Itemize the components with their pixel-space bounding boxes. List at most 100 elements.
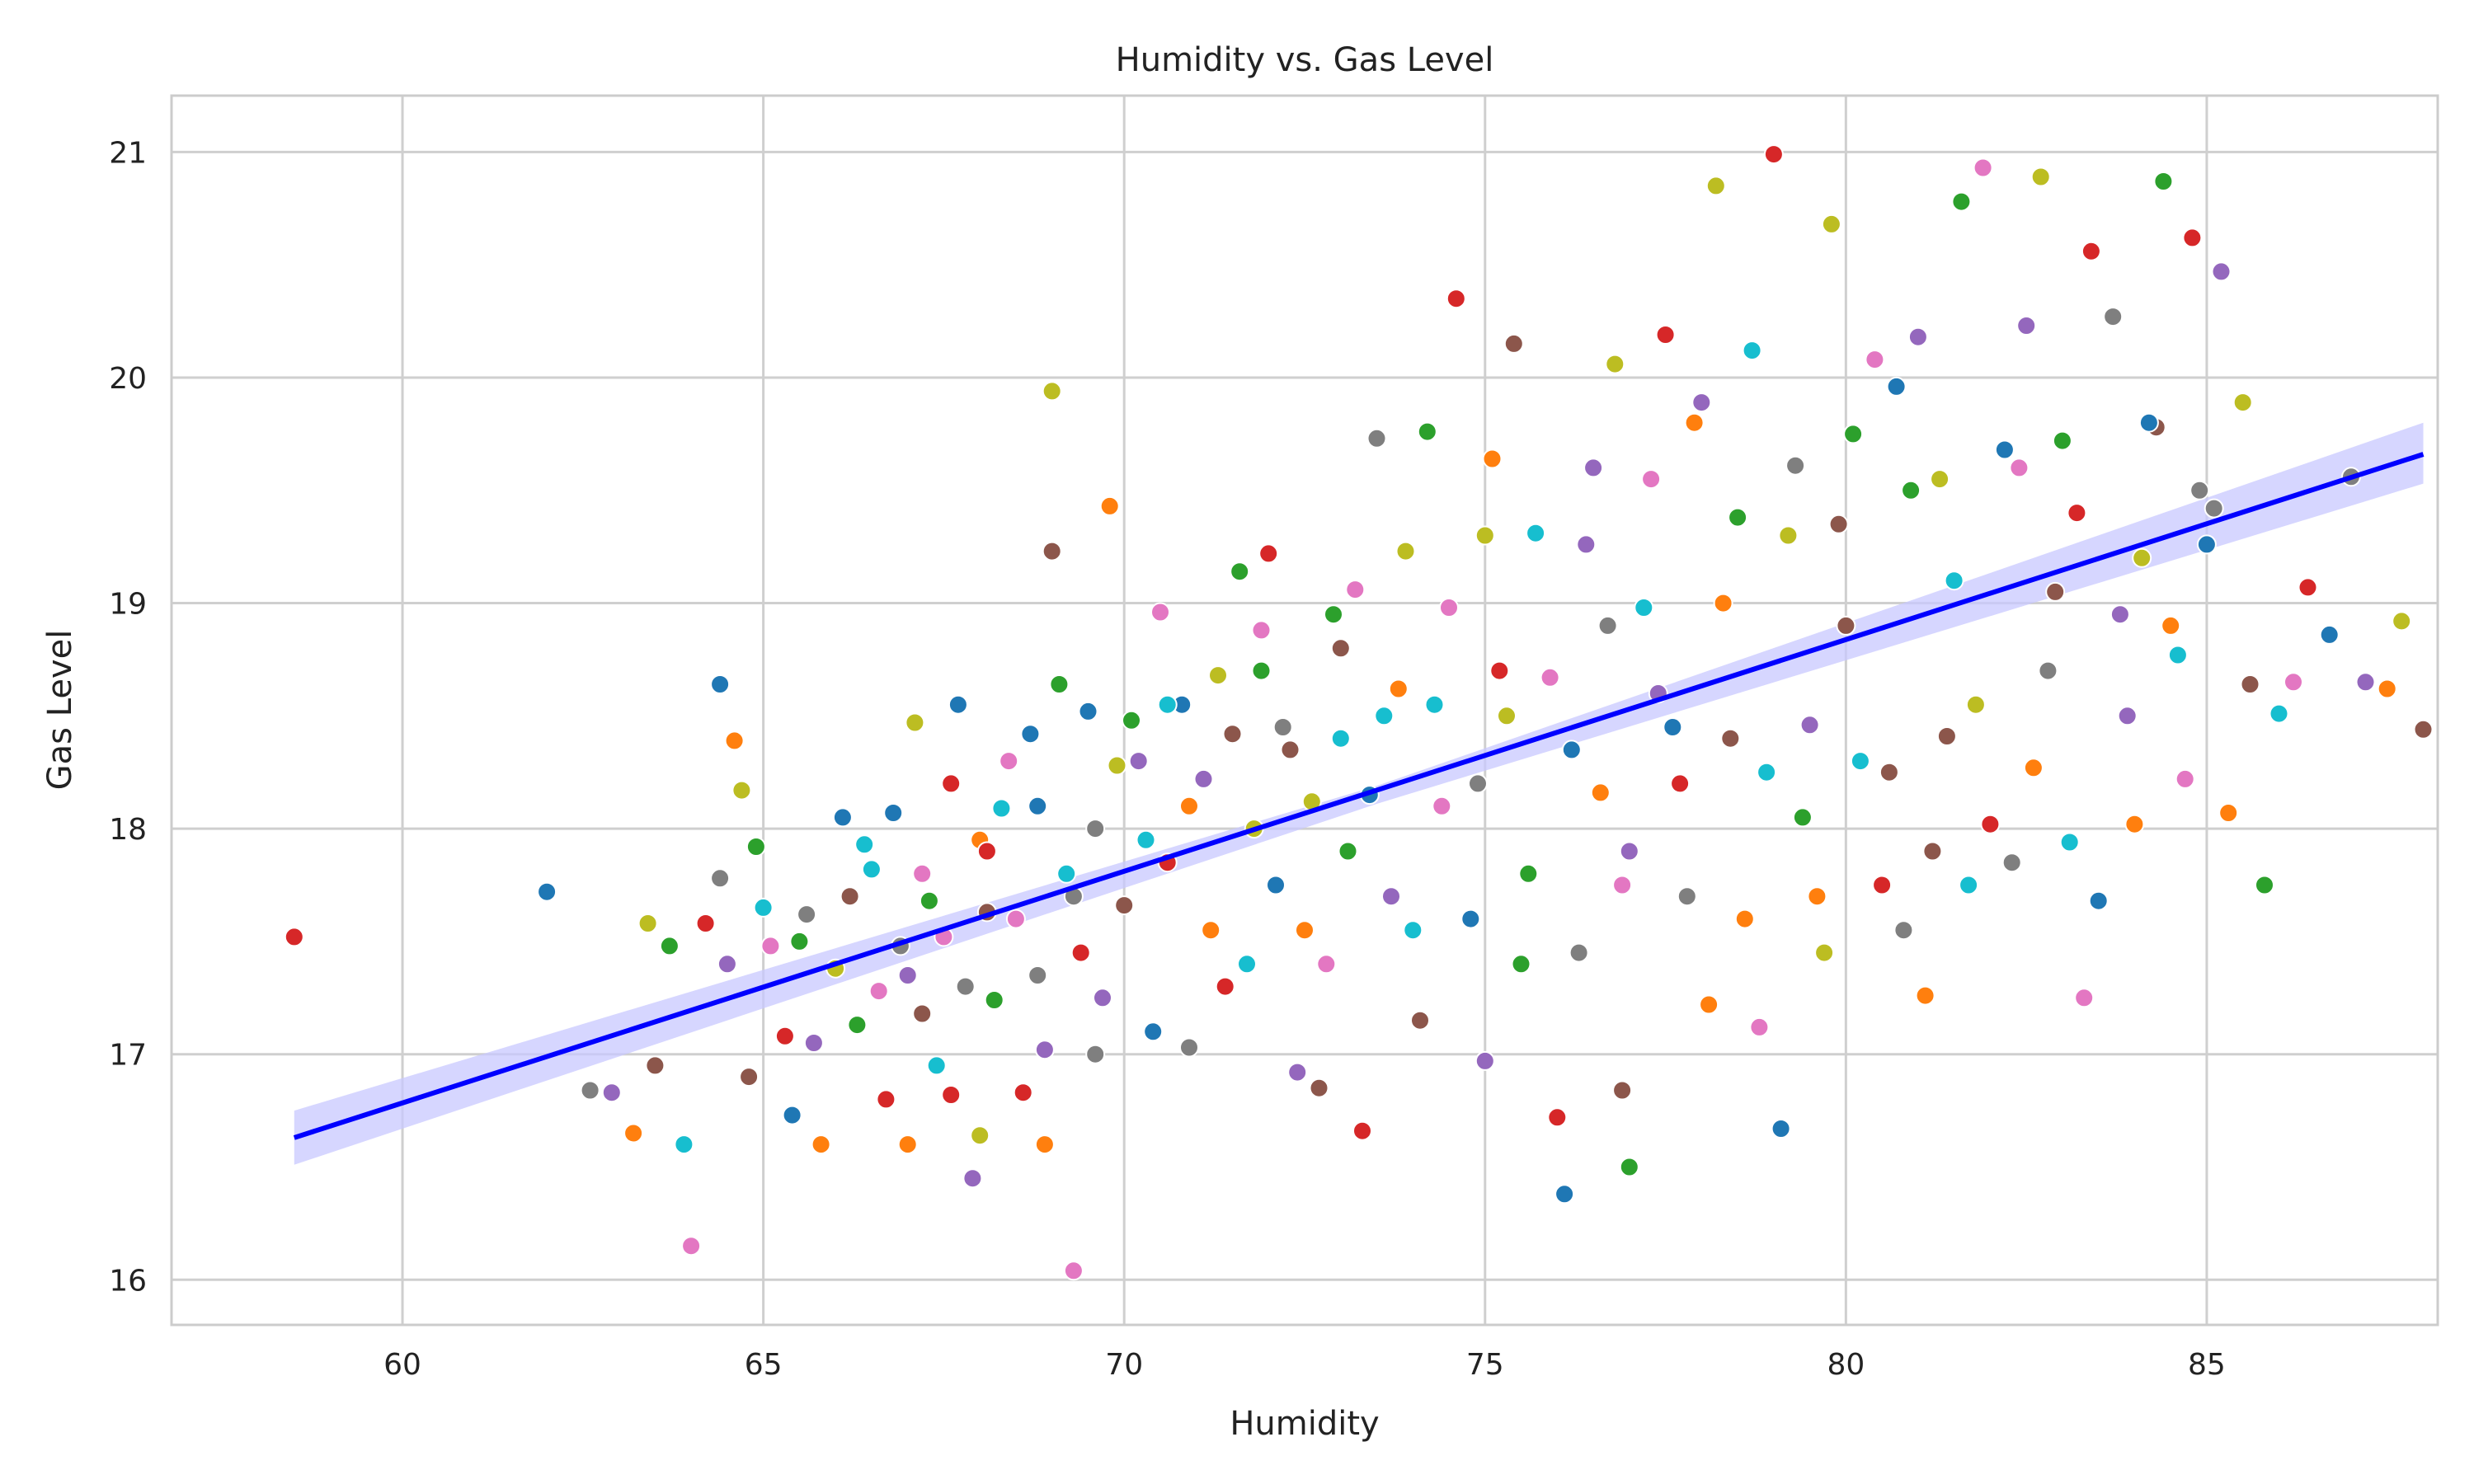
scatter-point <box>724 730 745 751</box>
scatter-point <box>681 1236 702 1256</box>
scatter-point <box>876 1089 896 1110</box>
scatter-point <box>1576 534 1597 555</box>
scatter-point <box>2088 890 2109 911</box>
scatter-point <box>1179 1037 1199 1058</box>
scatter-point <box>2045 581 2066 602</box>
scatter-point <box>970 1125 990 1146</box>
regression-line <box>293 452 2425 1140</box>
scatter-point <box>1605 354 1625 374</box>
scatter-point <box>1013 1082 1033 1103</box>
scatter-point <box>1792 807 1813 828</box>
scatter-point <box>2138 412 2159 433</box>
scatter-point <box>1063 1261 1084 1281</box>
scatter-point <box>710 868 731 889</box>
scatter-point <box>1821 214 1841 234</box>
scatter-point <box>976 841 997 862</box>
scatter-point <box>1468 773 1488 794</box>
x-tick-label: 80 <box>1827 1348 1865 1382</box>
scatter-point <box>1785 455 1806 476</box>
scatter-point <box>2109 604 2130 625</box>
scatter-point <box>753 897 774 918</box>
scatter-point <box>731 780 752 801</box>
scatter-point <box>1475 525 1495 546</box>
scatter-point <box>1432 796 1452 816</box>
scatter-point <box>1590 782 1611 803</box>
scatter-point <box>1944 571 1964 591</box>
scatter-point <box>984 990 1004 1010</box>
scatter-point <box>832 807 853 828</box>
scatter-point <box>1150 602 1170 622</box>
scatter-point <box>782 1105 802 1125</box>
scatter-point <box>1410 1010 1430 1031</box>
scatter-point <box>926 1055 947 1076</box>
scatter-point <box>1309 1078 1329 1098</box>
scatter-point <box>1215 976 1235 997</box>
y-tick-label: 21 <box>109 136 147 170</box>
scatter-point <box>645 1055 666 1076</box>
scatter-point <box>1005 909 1026 929</box>
scatter-point <box>1136 829 1156 850</box>
scatter-point <box>1042 381 1062 402</box>
scatter-point <box>1757 762 1777 782</box>
y-axis-label: Gas Level <box>41 630 79 791</box>
scatter-point <box>1403 920 1423 941</box>
scatter-point <box>2269 703 2289 724</box>
scatter-point <box>1085 819 1106 839</box>
scatter-point <box>1655 325 1676 345</box>
scatter-point <box>1179 796 1199 816</box>
scatter-point <box>1901 480 1921 500</box>
scatter-point <box>717 954 737 974</box>
scatter-point <box>2218 803 2239 823</box>
x-tick-label: 75 <box>1466 1348 1504 1382</box>
scatter-point <box>2196 534 2217 555</box>
scatter-point <box>1540 667 1560 688</box>
scatter-point <box>2038 660 2058 681</box>
scatter-point <box>1157 694 1178 715</box>
y-tick-labels: 16 17 18 19 20 21 <box>109 136 147 1298</box>
scatter-point <box>1663 717 1683 737</box>
scatter-point <box>2355 672 2376 693</box>
scatter-point <box>2124 814 2145 834</box>
scatter-point <box>1872 875 1893 895</box>
scatter-point <box>2319 624 2340 645</box>
scatter-point <box>2023 758 2044 778</box>
scatter-point <box>1028 965 1048 985</box>
scatter-point <box>1907 326 1928 347</box>
scatter-point <box>1028 796 1048 816</box>
scatter-point <box>1280 740 1300 760</box>
scatter-point <box>1143 1021 1164 1042</box>
x-tick-label: 60 <box>383 1348 421 1382</box>
scatter-point <box>941 1085 962 1105</box>
scatter-point <box>1742 340 1762 361</box>
scatter-point <box>659 936 680 956</box>
scatter-point <box>1324 604 1343 625</box>
scatter-point <box>2392 611 2412 632</box>
scatter-point <box>1691 392 1712 413</box>
scatter-point <box>1085 1044 1106 1064</box>
x-tick-labels: 60 65 70 75 80 85 <box>383 1348 2226 1382</box>
scatter-point <box>868 981 889 1002</box>
scatter-point <box>1222 724 1243 744</box>
scatter-point <box>1814 942 1835 963</box>
scatter-point <box>1922 841 1943 862</box>
scatter-point <box>1272 717 1293 737</box>
scatter-point <box>637 913 658 933</box>
scatter-point <box>2377 679 2397 699</box>
scatter-point <box>1850 751 1870 772</box>
scatter-point <box>1503 333 1524 354</box>
scatter-point <box>1930 469 1950 490</box>
scatter-point <box>2189 480 2210 500</box>
scatter-point <box>745 837 766 857</box>
scatter-point <box>1720 728 1741 749</box>
scatter-point <box>2153 171 2174 191</box>
scatter-point <box>1237 954 1257 974</box>
scatter-point <box>2081 241 2101 261</box>
scatter-point <box>2240 674 2260 694</box>
scatter-point <box>1295 920 1315 941</box>
scatter-point <box>1619 1157 1639 1177</box>
scatter-point <box>1526 523 1546 543</box>
scatter-point <box>284 927 304 947</box>
x-tick-label: 65 <box>745 1348 783 1382</box>
scatter-point <box>1554 1184 1575 1205</box>
